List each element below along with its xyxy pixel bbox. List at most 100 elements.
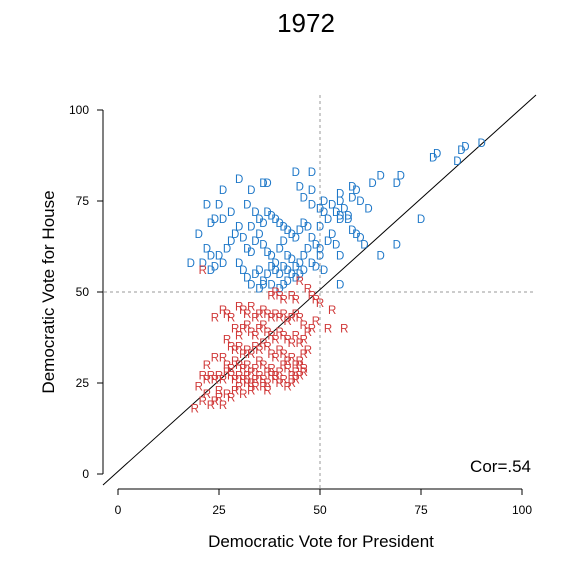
- point-r: R: [275, 345, 283, 357]
- point-r: R: [267, 291, 275, 303]
- point-r: R: [235, 371, 243, 383]
- y-tick-label: 50: [76, 285, 90, 299]
- point-r: R: [292, 367, 300, 379]
- point-r: R: [255, 356, 263, 368]
- point-d: D: [300, 265, 308, 277]
- point-r: R: [227, 393, 235, 405]
- point-r: R: [247, 302, 255, 314]
- point-d: D: [308, 258, 316, 270]
- point-d: D: [292, 262, 300, 274]
- chart-title: 1972: [277, 8, 335, 38]
- point-d: D: [312, 240, 320, 252]
- point-d: D: [255, 229, 263, 241]
- point-r: R: [247, 327, 255, 339]
- point-r: R: [271, 309, 279, 321]
- point-r: R: [243, 320, 251, 332]
- point-d: D: [429, 152, 437, 164]
- point-r: R: [288, 291, 296, 303]
- point-r: R: [203, 374, 211, 386]
- point-d: D: [215, 200, 223, 212]
- point-r: R: [243, 378, 251, 390]
- point-r: R: [211, 374, 219, 386]
- point-r: R: [239, 363, 247, 375]
- point-r: R: [271, 374, 279, 386]
- point-r: R: [316, 298, 324, 310]
- point-d: D: [433, 149, 441, 161]
- point-r: R: [211, 353, 219, 365]
- point-r: R: [231, 345, 239, 357]
- point-r: R: [235, 382, 243, 394]
- point-d: D: [316, 243, 324, 255]
- point-r: R: [223, 389, 231, 401]
- point-r: R: [284, 356, 292, 368]
- point-r: R: [235, 360, 243, 372]
- point-r: R: [292, 294, 300, 306]
- point-r: R: [267, 349, 275, 361]
- x-tick-label: 50: [313, 503, 327, 517]
- point-d: D: [239, 232, 247, 244]
- point-r: R: [275, 378, 283, 390]
- point-r: R: [211, 396, 219, 408]
- point-d: D: [247, 247, 255, 259]
- point-d: D: [461, 141, 469, 153]
- point-d: D: [263, 269, 271, 281]
- point-d: D: [243, 243, 251, 255]
- point-r: R: [219, 353, 227, 365]
- point-d: D: [279, 236, 287, 248]
- point-d: D: [328, 200, 336, 212]
- point-r: R: [284, 382, 292, 394]
- point-d: D: [219, 214, 227, 226]
- point-d: D: [284, 276, 292, 288]
- point-r: R: [275, 327, 283, 339]
- point-r: R: [267, 363, 275, 375]
- point-d: D: [296, 258, 304, 270]
- point-r: R: [247, 367, 255, 379]
- point-d: D: [397, 171, 405, 183]
- point-r: R: [251, 342, 259, 354]
- point-r: R: [259, 382, 267, 394]
- point-r: R: [199, 371, 207, 383]
- point-r: R: [251, 382, 259, 394]
- point-d: D: [308, 232, 316, 244]
- point-r: R: [251, 312, 259, 324]
- point-d: D: [376, 171, 384, 183]
- point-r: R: [288, 338, 296, 350]
- point-r: R: [235, 342, 243, 354]
- y-tick-label: 100: [69, 103, 89, 117]
- point-d: D: [292, 167, 300, 179]
- point-d: D: [259, 276, 267, 288]
- point-d: D: [457, 145, 465, 157]
- point-r: R: [271, 334, 279, 346]
- point-r: R: [296, 360, 304, 372]
- point-r: R: [227, 312, 235, 324]
- point-r: R: [243, 360, 251, 372]
- point-r: R: [284, 334, 292, 346]
- x-tick-label: 0: [115, 503, 122, 517]
- point-d: D: [275, 283, 283, 295]
- point-d: D: [255, 265, 263, 277]
- point-d: D: [275, 269, 283, 281]
- point-d: D: [393, 178, 401, 190]
- point-r: R: [284, 316, 292, 328]
- point-d: D: [279, 262, 287, 274]
- point-r: R: [296, 371, 304, 383]
- point-r: R: [296, 276, 304, 288]
- point-r: R: [251, 363, 259, 375]
- point-d: D: [336, 211, 344, 223]
- point-d: D: [235, 221, 243, 233]
- point-r: R: [251, 374, 259, 386]
- point-r: R: [288, 312, 296, 324]
- point-r: R: [247, 385, 255, 397]
- point-d: D: [207, 251, 215, 263]
- point-r: R: [275, 312, 283, 324]
- point-d: D: [267, 262, 275, 274]
- point-r: R: [255, 323, 263, 335]
- point-d: D: [203, 243, 211, 255]
- point-r: R: [304, 283, 312, 295]
- x-tick-label: 25: [212, 503, 226, 517]
- y-tick-label: 25: [76, 376, 90, 390]
- point-d: D: [243, 272, 251, 284]
- point-r: R: [296, 338, 304, 350]
- point-d: D: [243, 200, 251, 212]
- point-d: D: [223, 243, 231, 255]
